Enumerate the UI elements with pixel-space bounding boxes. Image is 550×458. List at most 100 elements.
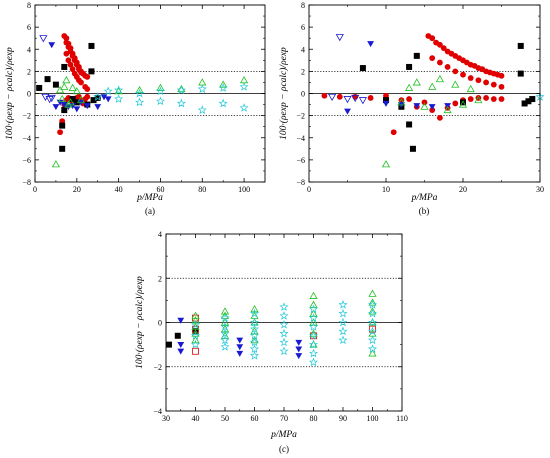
data-point [220,322,230,331]
data-point [134,97,145,107]
data-point [52,104,60,111]
data-point [367,335,378,345]
y-tick-label: 2 [158,274,162,283]
data-point [249,317,260,327]
x-tick-label: 50 [221,414,229,423]
data-point [295,346,303,353]
y-tick-label: 4 [158,230,162,239]
data-point [156,83,165,91]
data-point [249,308,260,318]
data-point [413,103,421,110]
x-tick-label: 70 [280,414,288,423]
data-point [44,76,51,83]
data-point [36,84,43,91]
data-point [521,100,528,107]
data-point [483,79,489,86]
data-point [94,94,101,101]
x-tick-label: 30 [162,414,170,423]
data-point [498,96,505,102]
data-point [191,316,200,324]
data-point [413,52,420,59]
y-tick-label: 8 [27,1,31,10]
data-point [114,94,124,103]
y-tick-label: −2 [153,363,162,372]
data-point [174,332,181,339]
data-point [190,319,201,329]
y-axis-label: 100·(ρexp − ρcalc)/ρexp [278,47,289,140]
data-point [309,309,318,317]
x-tick-label: 80 [198,185,206,194]
data-point [279,337,289,347]
data-point [93,92,103,101]
data-point [63,35,70,42]
data-point [406,121,413,128]
data-point [498,72,505,79]
data-point [443,105,452,114]
data-point [249,330,260,340]
data-point [338,335,348,345]
data-point [351,94,360,103]
y-tick-label: −6 [296,156,305,165]
data-point [367,326,378,336]
data-point [177,317,185,324]
x-axis-label: p/MPa [270,430,297,440]
data-point [279,328,289,338]
data-point [239,103,249,112]
y-tick-label: 4 [301,45,305,54]
data-point [295,339,303,346]
data-point [367,95,374,101]
data-point [440,45,447,52]
data-point [220,328,230,338]
data-point [383,97,389,104]
data-point [219,80,228,88]
data-point [343,96,352,104]
data-point [220,335,230,345]
data-point [57,129,63,136]
data-point [429,35,436,42]
x-tick-label: 60 [156,185,164,194]
data-point [490,81,497,88]
data-point [367,41,374,48]
data-point [72,87,81,95]
data-point [84,86,91,92]
data-point [52,81,59,88]
data-point [490,96,497,102]
data-point [104,96,112,103]
data-point [309,329,318,337]
data-point [76,95,86,104]
data-point [197,84,207,93]
data-point [529,96,536,103]
data-point [249,344,260,353]
panel-label: (a) [145,206,155,216]
data-point [444,64,451,70]
data-point [437,41,443,48]
data-point [279,302,289,311]
data-point [409,145,416,152]
data-point [358,97,367,105]
x-tick-label: 110 [396,414,408,423]
x-tick-label: 0 [33,185,37,194]
data-point [249,324,260,334]
y-tick-label: 2 [27,67,31,76]
data-point [73,106,81,113]
data-point [451,80,460,88]
y-tick-label: −4 [153,407,162,416]
data-point [308,339,319,349]
x-tick-label: 80 [310,414,318,423]
data-point [60,101,68,108]
x-tick-label: 20 [73,185,81,194]
marker-layer [321,33,545,168]
data-point [198,78,207,86]
data-point [338,308,348,318]
data-point [367,300,378,309]
panel-label: (b) [419,206,430,216]
data-point [191,311,200,319]
data-point [192,347,199,355]
data-point [328,93,337,102]
data-point [88,68,95,75]
y-tick-label: −6 [22,156,31,165]
data-point [412,78,421,86]
data-point [59,145,66,152]
data-point [220,342,230,351]
